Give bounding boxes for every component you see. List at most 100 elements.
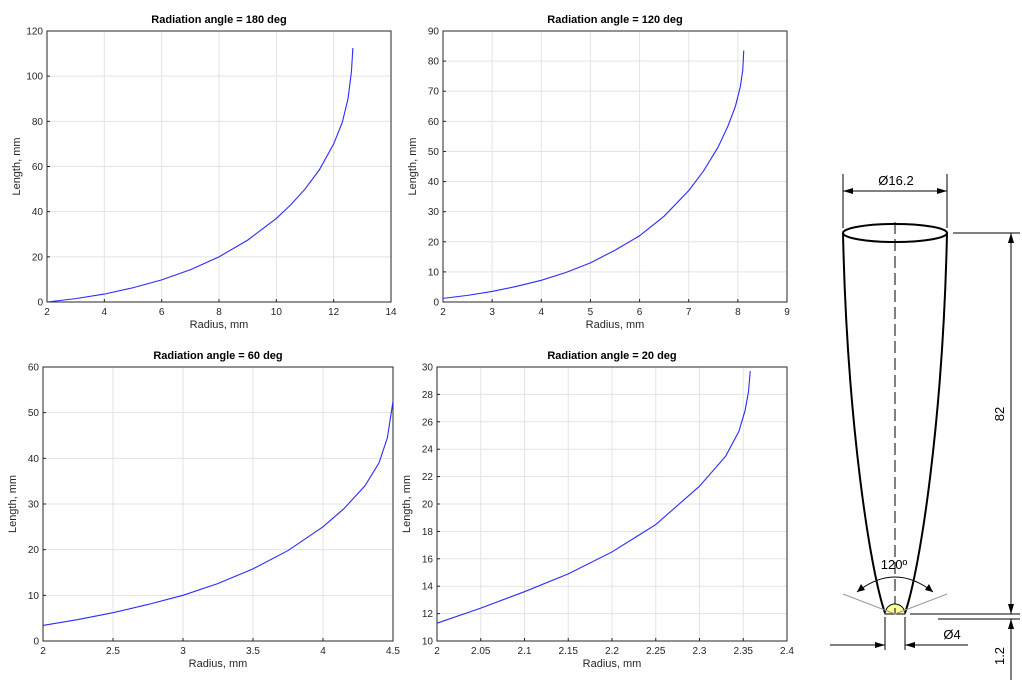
x-tick-label: 4 <box>320 646 326 657</box>
x-tick-label: 14 <box>385 307 397 318</box>
chart-title: Radiation angle = 180 deg <box>151 14 286 26</box>
offset-label: 1.2 <box>992 647 1007 665</box>
chart-3: 2 2.5 3 3.5 4 4.5 0 10 20 30 40 50 60 Radiation angle… <box>7 350 400 670</box>
y-tick-label: 40 <box>32 207 44 218</box>
x-tick-label: 7 <box>686 307 692 318</box>
y-tick-label: 20 <box>32 252 44 263</box>
y-tick-label: 10 <box>28 591 40 602</box>
x-tick-label: 2.5 <box>106 646 120 657</box>
x-tick-label: 9 <box>784 307 790 318</box>
offset-arrow-icon <box>1008 619 1014 629</box>
series-line <box>42 401 394 627</box>
chart-title: Radiation angle = 60 deg <box>153 350 282 362</box>
y-tick-label: 30 <box>28 500 40 511</box>
tip-diameter-label: Ø4 <box>943 627 960 642</box>
y-tick-label: 16 <box>422 554 434 565</box>
x-tick-label: 2.1 <box>518 646 532 657</box>
y-tick-label: 0 <box>37 298 43 309</box>
x-tick-label: 2 <box>40 646 46 657</box>
angle-ray-left <box>842 593 896 615</box>
x-tick-label: 5 <box>588 307 594 318</box>
y-tick-label: 24 <box>422 445 434 456</box>
x-axis-label: Radius, mm <box>583 658 642 670</box>
y-tick-label: 20 <box>428 237 440 248</box>
y-tick-label: 14 <box>422 582 434 593</box>
y-tick-label: 20 <box>28 545 40 556</box>
y-tick-label: 60 <box>28 363 40 374</box>
x-axis-label: Radius, mm <box>586 319 645 331</box>
angle-label: 120º <box>881 557 908 572</box>
x-tick-label: 3 <box>489 307 495 318</box>
y-tick-label: 60 <box>32 162 44 173</box>
x-tick-label: 4 <box>539 307 545 318</box>
length-label: 82 <box>992 407 1007 421</box>
y-tick-label: 22 <box>422 472 434 483</box>
y-tick-label: 50 <box>28 408 40 419</box>
x-axis-label: Radius, mm <box>190 319 249 331</box>
y-tick-label: 40 <box>428 177 440 188</box>
x-tick-label: 3.5 <box>246 646 260 657</box>
tip-arrow-right-icon <box>905 642 915 648</box>
y-tick-label: 80 <box>32 117 44 128</box>
series-line <box>436 371 751 624</box>
y-tick-label: 10 <box>422 637 434 648</box>
cone-right-wall <box>904 232 948 614</box>
x-tick-label: 8 <box>216 307 222 318</box>
y-tick-label: 20 <box>422 500 434 511</box>
angle-arrow-right-icon <box>925 584 933 592</box>
y-tick-label: 26 <box>422 417 434 428</box>
x-tick-label: 2.2 <box>605 646 619 657</box>
y-tick-label: 0 <box>433 298 439 309</box>
angle-ray-right <box>894 593 948 615</box>
series-line <box>442 50 745 299</box>
y-tick-label: 0 <box>33 637 39 648</box>
plot-frame <box>442 30 788 303</box>
y-tick-label: 70 <box>428 87 440 98</box>
x-tick-label: 2 <box>44 307 50 318</box>
x-tick-label: 2 <box>440 307 446 318</box>
x-tick-label: 4 <box>102 307 108 318</box>
angle-arc <box>856 576 934 593</box>
y-tick-label: 100 <box>26 72 43 83</box>
x-tick-label: 12 <box>328 307 340 318</box>
arrow-left-icon <box>843 188 853 194</box>
x-tick-label: 6 <box>637 307 643 318</box>
y-axis-label: Length, mm <box>11 137 23 195</box>
length-arrow-bottom-icon <box>1008 604 1014 614</box>
x-tick-label: 2.35 <box>734 646 754 657</box>
y-axis-label: Length, mm <box>7 475 19 533</box>
y-tick-label: 12 <box>422 609 434 620</box>
tip-arrow-left-icon <box>875 642 885 648</box>
cone-drawing: Ø16.2 120º 82 1.2 Ø4 <box>830 173 1020 680</box>
series-line <box>46 47 354 303</box>
x-tick-label: 2.4 <box>780 646 794 657</box>
x-tick-label: 2.25 <box>646 646 666 657</box>
x-tick-label: 10 <box>271 307 283 318</box>
y-tick-label: 50 <box>428 147 440 158</box>
y-tick-label: 40 <box>28 454 40 465</box>
plot-frame <box>46 30 392 303</box>
x-tick-label: 2.3 <box>693 646 707 657</box>
chart-title: Radiation angle = 120 deg <box>547 14 682 26</box>
cone-left-wall <box>842 232 886 614</box>
plot-frame <box>42 366 394 642</box>
y-tick-label: 28 <box>422 390 434 401</box>
y-tick-label: 18 <box>422 527 434 538</box>
y-tick-label: 30 <box>428 207 440 218</box>
top-diameter-label: Ø16.2 <box>878 173 913 188</box>
x-tick-label: 2 <box>434 646 440 657</box>
angle-arrow-left-icon <box>857 584 865 592</box>
arrow-right-icon <box>937 188 947 194</box>
y-tick-label: 80 <box>428 57 440 68</box>
y-axis-label: Length, mm <box>401 475 413 533</box>
chart-4: 2 2.05 2.1 2.15 2.2 2.25 2.3 2.35 2.4 10 12 14 16 18 2… <box>401 350 794 670</box>
y-tick-label: 30 <box>422 363 434 374</box>
chart-1: 2 4 6 8 10 12 14 0 20 40 60 80 100 120 Radiation angle… <box>11 14 397 331</box>
y-tick-label: 120 <box>26 27 43 38</box>
x-tick-label: 2.15 <box>559 646 579 657</box>
y-tick-label: 90 <box>428 27 440 38</box>
y-axis-label: Length, mm <box>407 137 419 195</box>
